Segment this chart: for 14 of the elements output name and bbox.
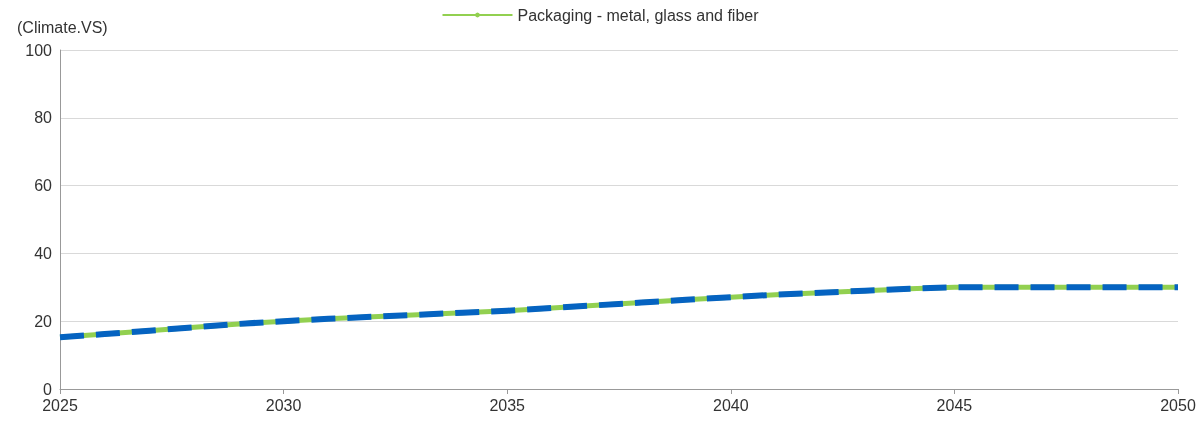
x-tick-label: 2050	[1160, 396, 1196, 414]
y-tick-label: 40	[34, 244, 53, 262]
y-tick-label: 100	[25, 41, 53, 59]
x-tick-label: 2045	[936, 396, 973, 414]
y-tick-label: 0	[43, 380, 53, 398]
y-tick-label: 80	[34, 109, 53, 127]
y-axis-title: (Climate.VS)	[17, 18, 108, 36]
x-tick-label: 2030	[265, 396, 302, 414]
legend-label: Packaging - metal, glass and fiber	[517, 6, 760, 24]
y-tick-label: 20	[34, 312, 53, 330]
x-tick-label: 2035	[489, 396, 526, 414]
x-tick-label: 2025	[42, 396, 78, 414]
x-tick-label: 2040	[713, 396, 749, 414]
y-tick-label: 60	[34, 177, 53, 195]
